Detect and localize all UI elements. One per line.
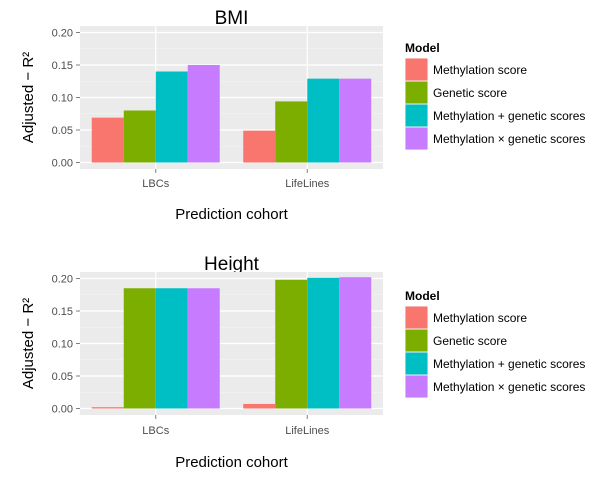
bar — [91, 117, 124, 163]
x-tick-label: LifeLines — [285, 425, 330, 437]
bar — [243, 403, 276, 409]
bar — [187, 288, 220, 409]
y-tick-label: 0.20 — [52, 28, 73, 40]
legend-label: Genetic score — [433, 86, 507, 100]
y-tick-label: 0.10 — [52, 93, 73, 105]
legend-swatch — [405, 352, 428, 375]
bar — [275, 279, 308, 409]
bar — [123, 110, 156, 163]
legend-swatch — [405, 306, 428, 329]
bar — [155, 288, 188, 409]
legend-label: Methylation + genetic scores — [433, 109, 585, 123]
legend-label: Methylation × genetic scores — [433, 380, 585, 394]
legend-label: Methylation × genetic scores — [433, 132, 585, 146]
x-axis-title: Prediction cohort — [175, 454, 288, 471]
y-axis-title: Adjusted − R² — [20, 52, 37, 143]
legend: Model Methylation score Genetic score Methy… — [405, 289, 585, 398]
legend-label: Methylation + genetic scores — [433, 357, 585, 371]
chart-title: Height — [204, 254, 260, 275]
bar — [243, 130, 276, 163]
bar — [123, 288, 156, 409]
x-axis-title: Prediction cohort — [175, 206, 288, 223]
y-tick-label: 0.20 — [52, 274, 73, 286]
bar — [307, 277, 340, 409]
y-tick-label: 0.00 — [52, 404, 73, 416]
bar — [275, 101, 308, 163]
bar — [339, 78, 372, 163]
bar — [91, 407, 124, 409]
y-tick-label: 0.00 — [52, 158, 73, 170]
bar — [155, 71, 188, 163]
legend-swatch — [405, 104, 428, 127]
legend-swatch — [405, 81, 428, 104]
y-tick-label: 0.15 — [52, 60, 73, 72]
y-axis-title: Adjusted − R² — [20, 298, 37, 389]
panel-1: Height 0.00 0.05 0.10 0.15 0.20 LBCs LifeLines P… — [20, 254, 585, 471]
legend-label: Methylation score — [433, 311, 527, 325]
legend-swatch — [405, 127, 428, 150]
legend: Model Methylation score Genetic score Methy… — [405, 41, 585, 150]
legend-title: Model — [405, 289, 440, 303]
panel-0: BMI 0.00 0.05 0.10 0.15 0.20 LBCs LifeLines Pred… — [20, 8, 585, 223]
legend-label: Methylation score — [433, 63, 527, 77]
bar — [187, 65, 220, 163]
chart-title: BMI — [215, 8, 249, 29]
legend-label: Genetic score — [433, 334, 507, 348]
x-tick-label: LBCs — [142, 425, 169, 437]
y-tick-label: 0.05 — [52, 371, 73, 383]
bar — [339, 277, 372, 409]
x-tick-label: LBCs — [142, 178, 169, 190]
x-tick-label: LifeLines — [285, 178, 330, 190]
y-tick-label: 0.05 — [52, 125, 73, 137]
y-tick-label: 0.10 — [52, 339, 73, 351]
legend-swatch — [405, 329, 428, 352]
legend-swatch — [405, 58, 428, 81]
legend-title: Model — [405, 41, 440, 55]
bar — [307, 78, 340, 163]
legend-swatch — [405, 375, 428, 398]
y-tick-label: 0.15 — [52, 306, 73, 318]
